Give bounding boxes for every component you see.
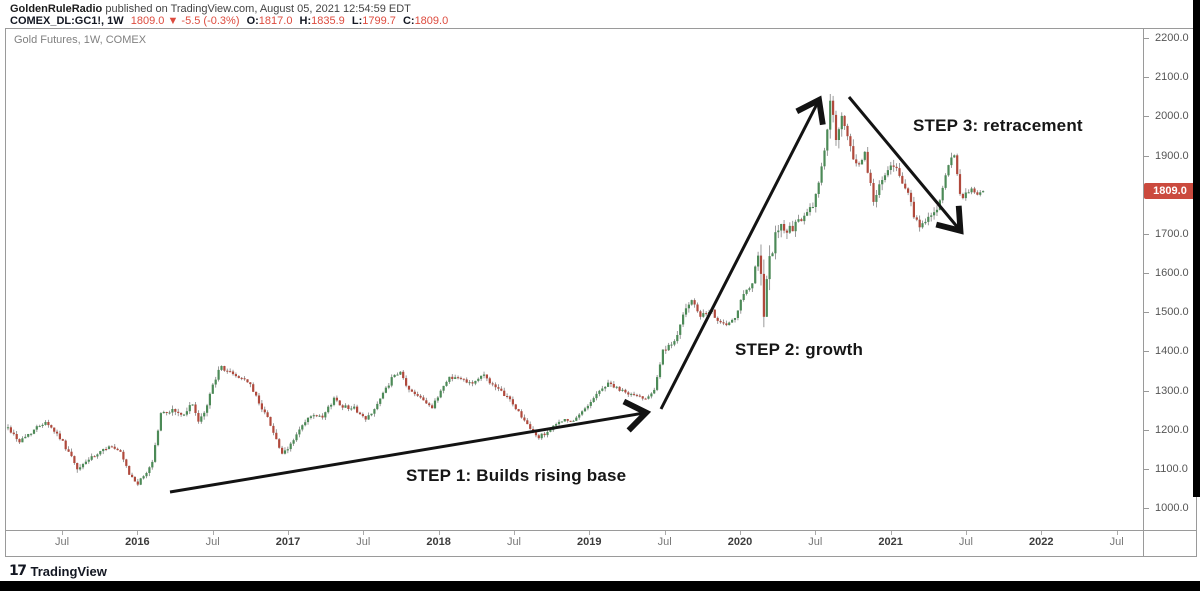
- price-axis-label: 1100.0: [1155, 462, 1188, 475]
- time-axis-label: Jul: [1109, 536, 1124, 548]
- low-value: 1799.7: [362, 15, 396, 27]
- time-tick: [212, 531, 214, 535]
- time-axis-label: Jul: [205, 536, 220, 548]
- screenshot-frame-bottom: [0, 581, 1200, 591]
- step-arrow-2: [659, 95, 826, 410]
- price-tick: [1144, 429, 1149, 431]
- price-tick: [1144, 312, 1149, 314]
- last-price-badge: 1809.0: [1144, 183, 1196, 200]
- price-change: -5.5 (-0.3%): [181, 15, 240, 27]
- symbol-name: COMEX_DL:GC1!, 1W: [10, 15, 124, 27]
- price-axis-label: 2100.0: [1155, 71, 1189, 84]
- price-tick: [1144, 116, 1149, 118]
- time-axis-label: Jul: [54, 536, 70, 548]
- tradingview-logo-icon: 17: [9, 563, 27, 579]
- tradingview-attribution[interactable]: 17 TradingView: [9, 563, 107, 579]
- price-axis-label: 1000.0: [1155, 502, 1189, 514]
- step-arrow-3: [847, 96, 964, 235]
- price-tick: [1144, 390, 1149, 392]
- time-axis-label: Jul: [958, 536, 973, 548]
- pane-border-left: [5, 28, 6, 557]
- price-tick: [1144, 273, 1149, 274]
- pane-border-bottom: [5, 556, 1197, 557]
- time-tick: [62, 531, 63, 535]
- symbol-status-line: COMEX_DL:GC1!, 1W 1809.0 ▼ -5.5 (-0.3%) …: [10, 15, 448, 27]
- time-tick: [890, 531, 892, 535]
- time-axis-label: Jul: [506, 536, 521, 548]
- candle-wicks: [7, 94, 984, 487]
- time-axis-label: Jul: [657, 536, 672, 548]
- price-tick: [1144, 38, 1149, 39]
- tradingview-brand-name: TradingView: [30, 563, 107, 579]
- price-axis-label: 1300.0: [1155, 384, 1189, 397]
- time-tick: [589, 531, 591, 535]
- price-axis-label: 1700.0: [1155, 227, 1189, 240]
- step-annotation-1: STEP 1: Builds rising base: [406, 466, 627, 485]
- high-value: 1835.9: [311, 15, 345, 27]
- price-axis-label: 1500.0: [1155, 306, 1189, 319]
- candle-bodies: [6, 100, 985, 485]
- pane-border-top: [5, 28, 1196, 29]
- high-label: H:: [299, 15, 312, 27]
- step-annotation-2: STEP 2: growth: [735, 340, 864, 359]
- open-label: O:: [246, 15, 259, 27]
- time-tick: [513, 531, 515, 535]
- publish-info: published on TradingView.com, August 05,…: [102, 3, 411, 15]
- step-arrow-1: [169, 398, 652, 494]
- time-axis-label: 2020: [727, 536, 753, 548]
- time-axis-label: 2016: [125, 536, 150, 548]
- time-axis-label: Jul: [808, 536, 823, 548]
- time-tick: [815, 531, 817, 535]
- price-tick: [1144, 77, 1149, 79]
- publish-attribution: GoldenRuleRadio published on TradingView…: [10, 3, 411, 15]
- time-axis-label: 2021: [878, 536, 903, 548]
- price-tick: [1144, 468, 1149, 470]
- open-value: 1817.0: [258, 15, 293, 27]
- step-annotation-3: STEP 3: retracement: [913, 116, 1083, 135]
- price-tick: [1144, 155, 1149, 157]
- price-axis-label: 1600.0: [1155, 267, 1189, 279]
- time-axis-label: 2018: [426, 536, 451, 548]
- time-axis-label: 2017: [275, 536, 301, 548]
- price-axis-label: 2000.0: [1155, 110, 1189, 123]
- price-tick: [1144, 508, 1149, 509]
- last-price: 1809.0: [130, 15, 165, 27]
- time-tick: [137, 531, 139, 535]
- time-tick: [287, 531, 289, 535]
- time-tick: [1116, 531, 1118, 535]
- time-tick: [739, 531, 741, 535]
- price-axis-divider: [1143, 28, 1144, 557]
- price-axis-label: 1200.0: [1155, 423, 1189, 436]
- price-tick: [1144, 351, 1149, 353]
- price-axis-label: 1400.0: [1155, 345, 1189, 358]
- close-value: 1809.0: [414, 15, 449, 27]
- chart-legend: Gold Futures, 1W, COMEX: [14, 34, 147, 46]
- time-tick: [1041, 531, 1043, 535]
- low-label: L:: [351, 15, 363, 27]
- time-axis-label: 2022: [1029, 536, 1054, 548]
- price-axis-label: 2200.0: [1155, 32, 1189, 44]
- time-axis-divider: [5, 530, 1196, 531]
- time-axis-label: Jul: [356, 536, 371, 548]
- time-tick: [363, 531, 365, 535]
- time-axis-label: 2019: [577, 536, 602, 548]
- close-label: C:: [402, 15, 415, 27]
- time-tick: [664, 531, 666, 535]
- author-name: GoldenRuleRadio: [10, 3, 103, 15]
- price-axis-label: 1900.0: [1155, 149, 1189, 162]
- screenshot-frame-right: [1193, 0, 1200, 497]
- time-tick: [438, 531, 440, 535]
- direction-down-icon: ▼: [167, 15, 179, 27]
- time-tick: [965, 531, 967, 535]
- price-tick: [1144, 233, 1149, 235]
